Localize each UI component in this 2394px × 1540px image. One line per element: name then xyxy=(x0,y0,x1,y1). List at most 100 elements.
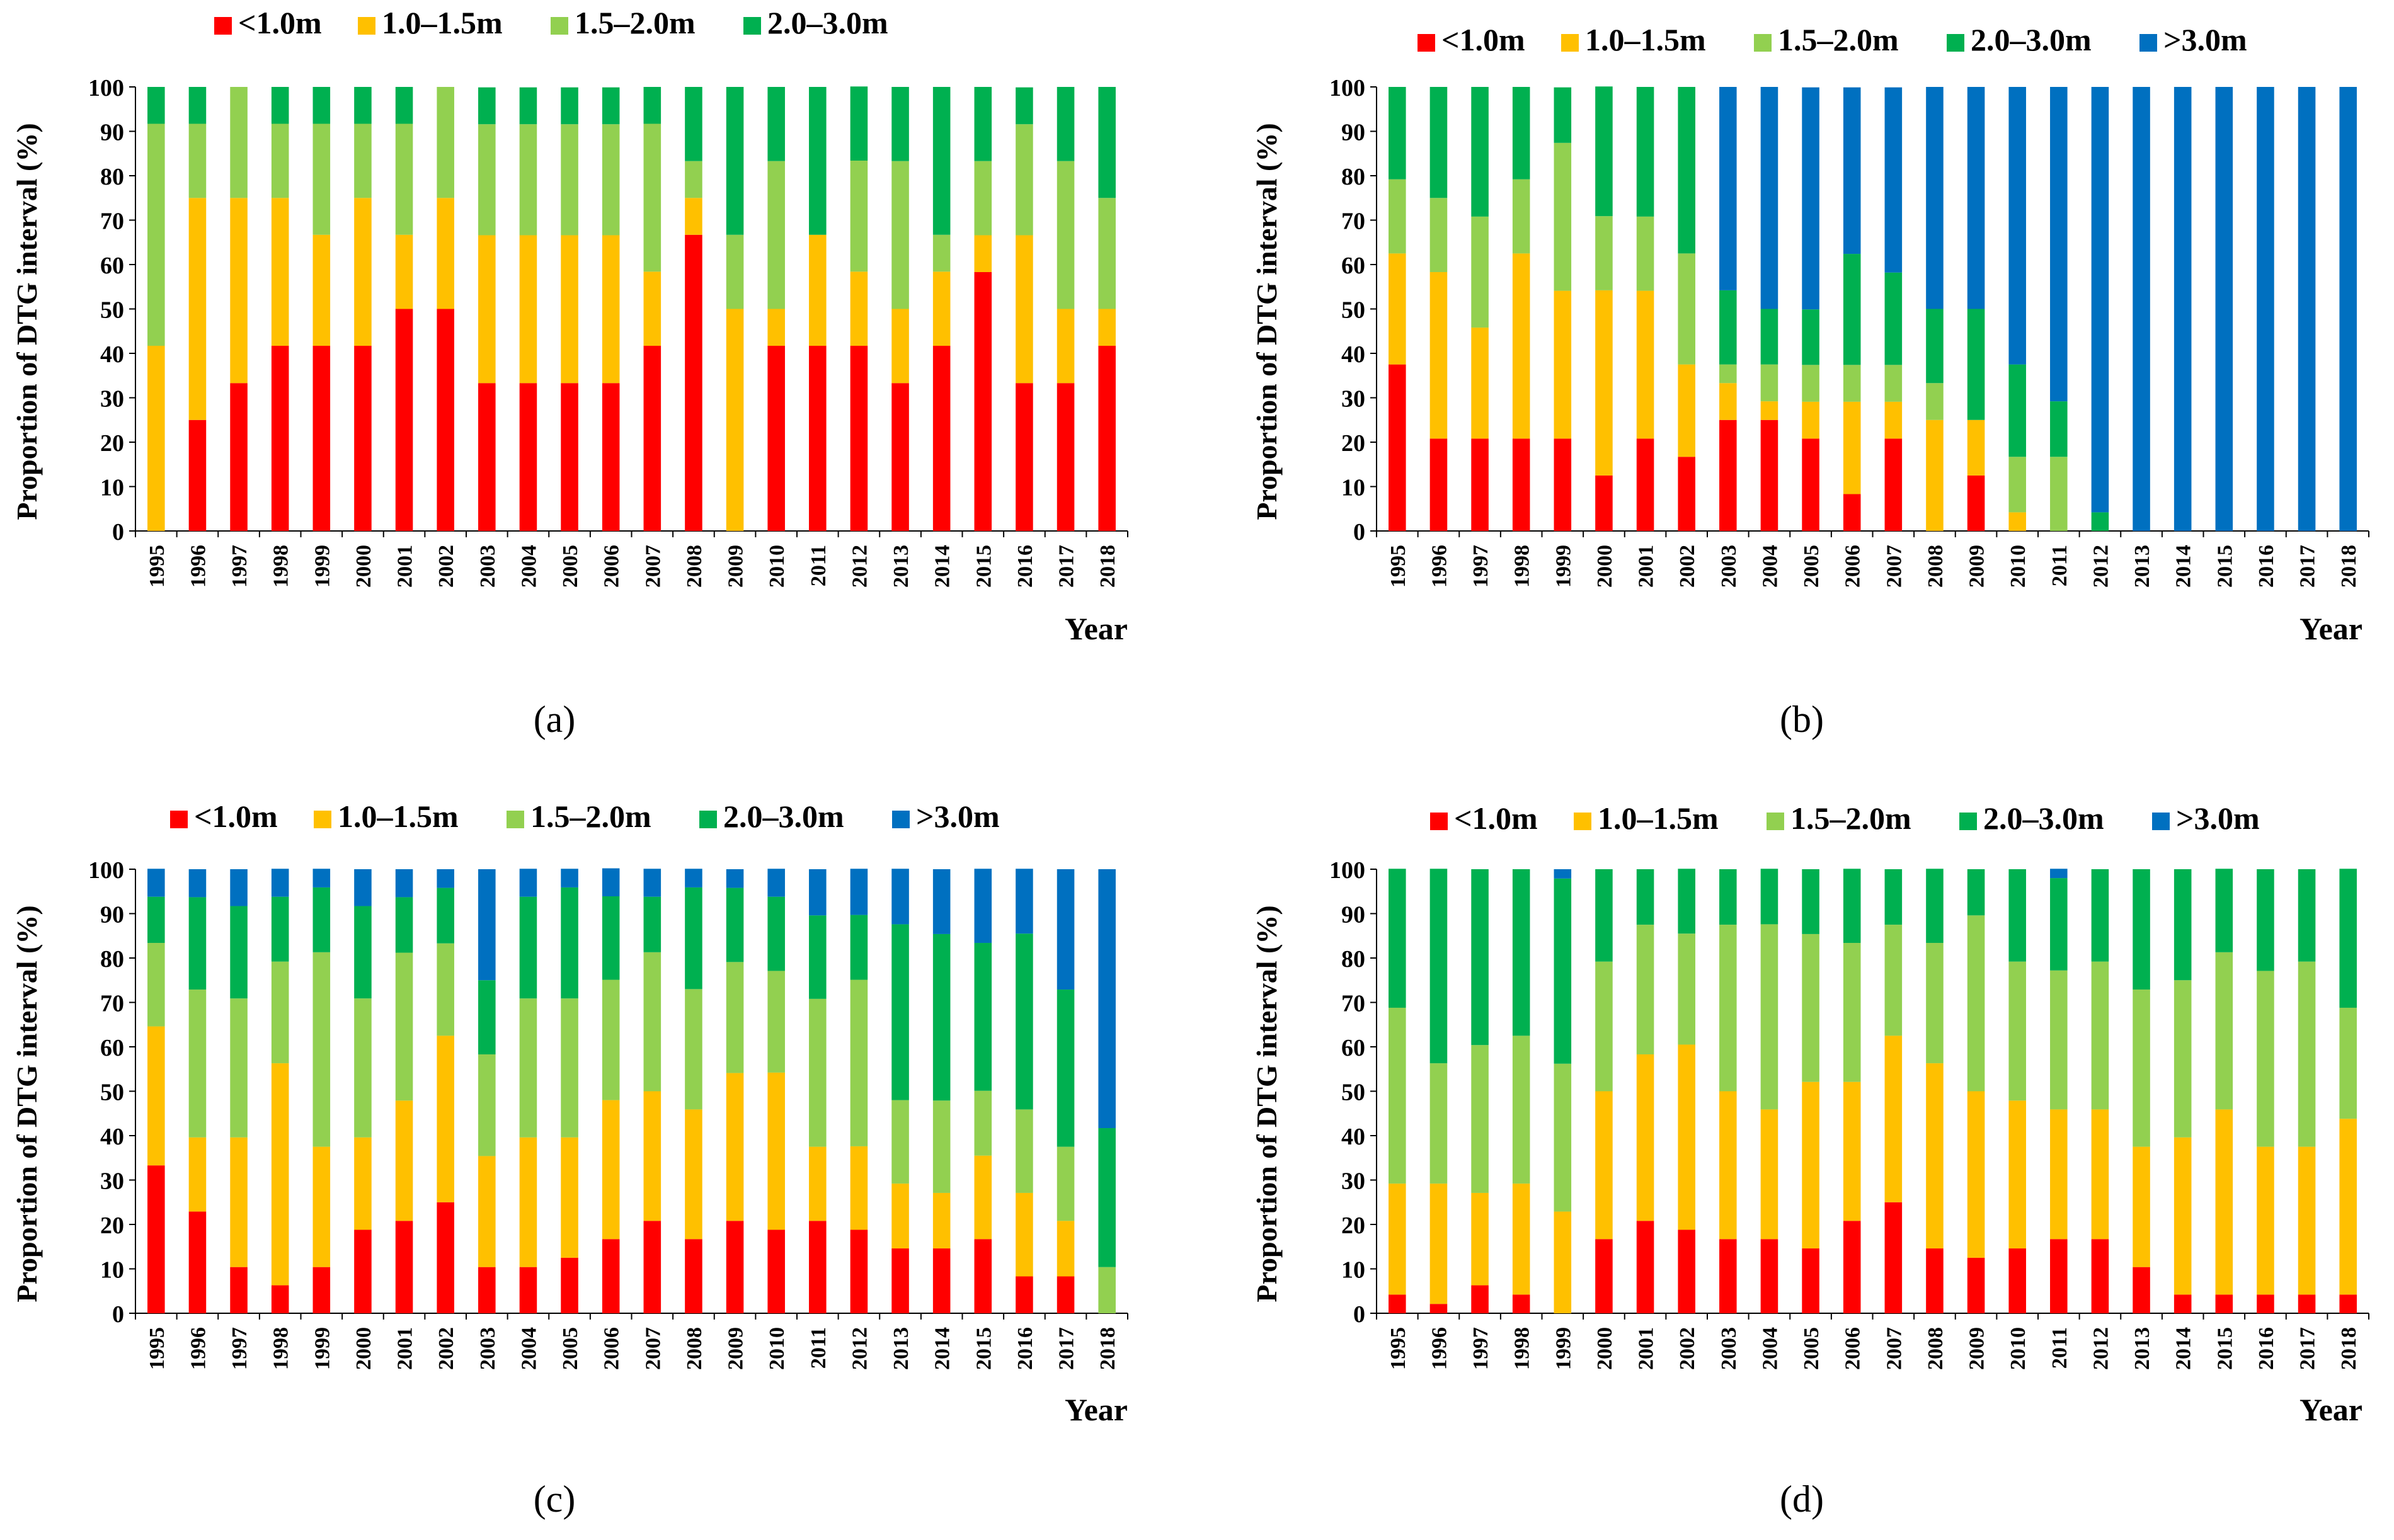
bar-segment xyxy=(395,869,413,898)
bar-segment xyxy=(1802,309,1819,365)
bar-segment xyxy=(974,1155,992,1240)
y-tick-label: 40 xyxy=(100,341,124,368)
bar-segment xyxy=(1678,1229,1695,1313)
x-tick-label: 2003 xyxy=(476,545,500,588)
bar-segment xyxy=(726,1073,744,1221)
y-tick-label: 20 xyxy=(100,430,124,457)
bar-segment xyxy=(561,887,578,999)
bar-segment xyxy=(932,1100,951,1193)
bar-segment xyxy=(602,235,620,384)
bar-segment xyxy=(437,1202,454,1313)
bar-segment xyxy=(685,161,702,198)
x-tick-label: 2007 xyxy=(641,545,665,588)
bar-segment xyxy=(1678,253,1695,365)
bar-segment xyxy=(602,1100,620,1240)
bar-segment xyxy=(437,887,454,944)
bar-segment xyxy=(1057,1146,1075,1221)
bar-segment xyxy=(2050,869,2068,879)
bar-segment xyxy=(1057,990,1075,1147)
x-tick-label: 2016 xyxy=(2255,545,2278,588)
bar-segment xyxy=(1884,438,1903,531)
bar-segment xyxy=(2215,1109,2233,1295)
bar-segment xyxy=(602,1239,620,1313)
bar-segment xyxy=(230,1267,248,1313)
bar-segment xyxy=(230,383,248,531)
bar-segment xyxy=(561,235,578,384)
x-tick-label: 2004 xyxy=(1758,545,1782,588)
x-tick-label: 2002 xyxy=(1676,545,1699,588)
bar-segment xyxy=(519,1267,537,1313)
y-tick-label: 70 xyxy=(1341,208,1365,235)
bar-segment xyxy=(1926,87,1944,309)
bar-segment xyxy=(974,87,992,161)
bar-segment xyxy=(230,906,248,999)
bar-segment xyxy=(1926,869,1944,944)
bar-segment xyxy=(2133,869,2150,990)
x-tick-label: 2016 xyxy=(1014,545,1037,588)
x-tick-label: 2012 xyxy=(848,1327,871,1370)
bar-segment xyxy=(1512,253,1530,439)
chart-panel-3: 0 10 20 30 40 50 60 70 80 90 100 1995 1996 1997 1998 19… xyxy=(11,799,1128,1520)
bar-segment xyxy=(850,869,868,915)
bar-segment xyxy=(1843,494,1861,531)
legend-label: 2.0–3.0m xyxy=(1971,22,2092,57)
bar-segment xyxy=(1636,1221,1654,1313)
legend-swatch xyxy=(1754,34,1772,52)
bar-segment xyxy=(1967,419,1985,476)
x-tick-label: 1997 xyxy=(228,545,251,588)
y-tick-label: 0 xyxy=(1353,519,1365,545)
bar-segment xyxy=(1016,124,1033,236)
bar-segment xyxy=(1843,1081,1861,1221)
x-tick-label: 2005 xyxy=(559,545,582,588)
bar-segment xyxy=(519,869,537,897)
bar-segment xyxy=(1636,1054,1654,1221)
bar-segment xyxy=(395,123,413,235)
bar-segment xyxy=(1389,253,1406,365)
bar-segment xyxy=(685,887,702,990)
legend-swatch xyxy=(170,811,188,828)
bar-segment xyxy=(1760,1109,1778,1240)
bar-segment xyxy=(230,87,248,198)
bar-segment xyxy=(1016,383,1033,531)
bar-segment xyxy=(354,869,372,906)
bar-segment xyxy=(1678,1044,1695,1230)
bar-segment xyxy=(932,1192,951,1249)
y-tick-label: 90 xyxy=(100,902,124,928)
bar-segment xyxy=(1512,438,1530,531)
x-tick-label: 2007 xyxy=(1882,1327,1906,1370)
legend-label: 1.5–2.0m xyxy=(575,5,696,40)
bar-segment xyxy=(974,869,992,944)
y-tick-label: 30 xyxy=(100,1168,124,1195)
x-tick-label: 2012 xyxy=(848,545,871,588)
x-tick-label: 2003 xyxy=(1717,1327,1741,1370)
bar-segment xyxy=(1678,869,1695,934)
bar-segment xyxy=(1471,1285,1489,1313)
bar-segment xyxy=(437,1035,454,1202)
bar-segment xyxy=(437,87,454,198)
bar-segment xyxy=(1512,87,1530,180)
legend-swatch xyxy=(1574,813,1591,830)
x-tick-label: 2012 xyxy=(2089,545,2112,588)
bar-segment xyxy=(478,1054,496,1156)
bar-segment xyxy=(561,124,578,236)
bar-segment xyxy=(1389,179,1406,254)
bar-segment xyxy=(974,271,992,531)
x-tick-label: 2016 xyxy=(1014,1327,1037,1370)
y-tick-label: 80 xyxy=(100,164,124,190)
bar-segment xyxy=(1595,86,1613,217)
bar-segment xyxy=(974,943,992,1091)
x-tick-label: 2011 xyxy=(807,545,830,586)
legend-swatch xyxy=(1767,813,1784,830)
bar-segment xyxy=(2008,87,2026,365)
bar-segment xyxy=(2008,1100,2026,1249)
bar-segment xyxy=(1057,383,1075,531)
x-tick-label: 2017 xyxy=(2296,545,2320,588)
bar-segment xyxy=(1429,87,1448,198)
bar-segment xyxy=(602,979,620,1100)
legend-swatch xyxy=(1947,34,1964,52)
x-tick-label: 1999 xyxy=(311,545,334,588)
bar-segment xyxy=(1512,1294,1530,1313)
bar-segment xyxy=(1389,87,1406,180)
bar-segment xyxy=(2008,961,2026,1101)
bar-segment xyxy=(2133,1267,2150,1313)
